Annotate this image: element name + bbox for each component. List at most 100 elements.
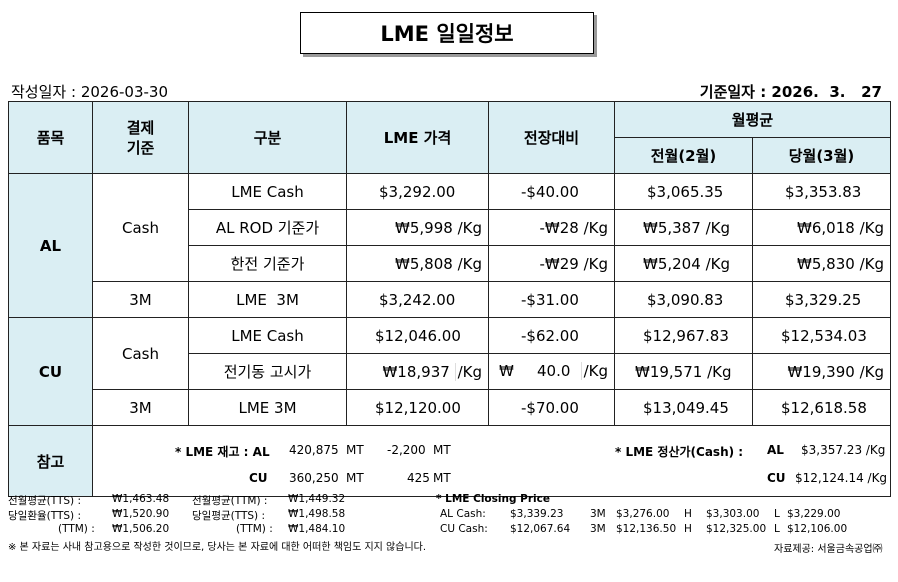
stock-label: * LME 재고 : AL — [175, 445, 270, 459]
cu-stock-change-unit: MT — [433, 471, 451, 485]
disclaimer: ※ 본 자료는 사내 참고용으로 작성한 것이므로, 당사는 본 자료에 대한 … — [8, 542, 427, 553]
change: -$70.00 — [488, 389, 615, 426]
closing-title: * LME Closing Price — [436, 493, 550, 505]
header-item: 품목 — [8, 101, 93, 174]
al-l: $3,229.00 — [787, 508, 841, 520]
value: ₩6,018 — [797, 218, 855, 237]
curr-month: ₩5,830 /Kg — [752, 245, 891, 282]
value: ₩5,204 — [643, 254, 701, 273]
al-h-label: H — [684, 508, 692, 520]
today-avg-ttm: ₩1,484.10 — [288, 523, 346, 535]
lme-price: $3,242.00 — [346, 281, 489, 318]
header-curr-month: 당월(3월) — [752, 137, 891, 174]
cu-stock: 360,250 — [289, 471, 339, 485]
row-name: LME Cash — [188, 317, 347, 354]
value: ₩19,390 — [787, 362, 855, 381]
cu-cash-label: CU Cash: — [440, 523, 488, 535]
item-al: AL — [8, 173, 93, 318]
today-rate-ttm-label: (TTM) : — [58, 523, 95, 535]
write-date-label: 작성일자 : — [11, 83, 77, 101]
header-lme-price: LME 가격 — [346, 101, 489, 174]
row-name: LME 3M — [188, 281, 347, 318]
cu-3m-label: 3M — [590, 523, 606, 535]
change: -$62.00 — [488, 317, 615, 354]
cu-l-label: L — [774, 523, 780, 535]
unit: /Kg — [859, 254, 884, 273]
today-rate-ttm: ₩1,506.20 — [112, 523, 170, 535]
lme-price: ₩5,808 /Kg — [346, 245, 489, 282]
value: ₩19,571 — [635, 362, 703, 381]
settle-3m: 3M — [92, 281, 189, 318]
cu-l: $12,106.00 — [787, 523, 848, 535]
cu-stock-label: CU — [249, 471, 268, 485]
row-name: LME 3M — [188, 389, 347, 426]
lme-price: ₩18,937 /Kg — [346, 353, 489, 390]
prev-month: $12,967.83 — [614, 317, 753, 354]
lme-price: $3,292.00 — [346, 173, 489, 210]
page-title: LME 일일정보 — [300, 12, 594, 54]
al-stock: 420,875 — [289, 443, 339, 457]
footer: 전월평균(TTS) : ₩1,463.48 전월평균(TTM) : ₩1,449… — [8, 493, 898, 579]
item-cu: CU — [8, 317, 93, 426]
cu-stock-change: 425 — [407, 471, 430, 485]
settle-3m: 3M — [92, 389, 189, 426]
cu-3m: $12,136.50 — [616, 523, 677, 535]
note-row: 참고 * LME 재고 : AL 420,875 MT -2,200 MT CU… — [8, 425, 891, 497]
table-row: 3M LME 3M $3,242.00 -$31.00 $3,090.83 $3… — [9, 281, 891, 318]
change: -₩29 /Kg — [488, 245, 615, 282]
header-row-2: 전월(2월) 당월(3월) — [9, 137, 891, 174]
curr-month: $12,618.58 — [752, 389, 891, 426]
prev-avg-ttm: ₩1,449.32 — [288, 493, 346, 505]
prev-month: ₩19,571 /Kg — [614, 353, 753, 390]
settle-cash: Cash — [92, 173, 189, 282]
cu-settle-price: $12,124.14 /Kg — [795, 471, 888, 485]
table-row: CU Cash LME Cash $12,046.00 -$62.00 $12,… — [8, 317, 891, 426]
row-name: LME Cash — [188, 173, 347, 210]
header-settle: 결제 기준 — [92, 101, 189, 174]
cu-h-label: H — [684, 523, 692, 535]
value: ₩5,998 — [395, 218, 453, 237]
al-3m-label: 3M — [590, 508, 606, 520]
header-row-1: 품목 결제 기준 구분 LME 가격 전장대비 월평균 — [8, 101, 891, 174]
table-row: 3M LME 3M $12,120.00 -$70.00 $13,049.45 … — [9, 389, 891, 426]
write-date-value: 2026-03-30 — [80, 83, 168, 101]
unit: /Kg — [457, 254, 482, 273]
prev-month: $3,065.35 — [614, 173, 753, 210]
al-stock-unit: MT — [346, 443, 364, 457]
row-name: 한전 기준가 — [188, 245, 347, 282]
today-avg-tts-label: 당일평균(TTS) : — [192, 510, 266, 522]
prev-month: $13,049.45 — [614, 389, 753, 426]
base-date-label: 기준일자 : — [699, 83, 767, 101]
prev-avg-tts: ₩1,463.48 — [112, 493, 170, 505]
value: ₩5,808 — [395, 254, 453, 273]
cu-stock-unit: MT — [346, 471, 364, 485]
al-3m: $3,276.00 — [616, 508, 670, 520]
prev-avg-ttm-label: 전월평균(TTM) : — [192, 495, 268, 507]
data-source: 자료제공: 서울금속공업㈜ — [774, 544, 883, 555]
unit: /Kg — [580, 362, 608, 380]
today-rate-tts-label: 당일환율(TTS) : — [8, 510, 82, 522]
unit: /Kg — [705, 218, 730, 237]
today-avg-ttm-label: (TTM) : — [236, 523, 273, 535]
prev-avg-tts-label: 전월평균(TTS) : — [8, 495, 82, 507]
prev-month: ₩5,387 /Kg — [614, 209, 753, 246]
curr-month: $3,353.83 — [752, 173, 891, 210]
unit: /Kg — [705, 254, 730, 273]
change: -$40.00 — [488, 173, 615, 210]
value: ₩5,830 — [797, 254, 855, 273]
unit: /Kg — [583, 218, 608, 237]
value: 40.0 — [537, 362, 571, 380]
row-name: 전기동 고시가 — [188, 353, 347, 390]
table-row: 한전 기준가 ₩5,808 /Kg -₩29 /Kg ₩5,204 /Kg ₩5… — [9, 245, 891, 282]
base-date-value: 2026. 3. 27 — [771, 83, 882, 101]
al-cash: $3,339.23 — [510, 508, 564, 520]
note-content: * LME 재고 : AL 420,875 MT -2,200 MT CU 36… — [92, 425, 891, 497]
curr-month: ₩6,018 /Kg — [752, 209, 891, 246]
base-date: 기준일자 : 2026. 3. 27 — [700, 81, 882, 102]
table-row: AL ROD 기준가 ₩5,998 /Kg -₩28 /Kg ₩5,387 /K… — [9, 209, 891, 246]
value: ₩5,387 — [643, 218, 701, 237]
al-settle-price: $3,357.23 /Kg — [801, 443, 886, 457]
value: -₩29 — [539, 254, 579, 273]
curr-month: $12,534.03 — [752, 317, 891, 354]
row-name: AL ROD 기준가 — [188, 209, 347, 246]
